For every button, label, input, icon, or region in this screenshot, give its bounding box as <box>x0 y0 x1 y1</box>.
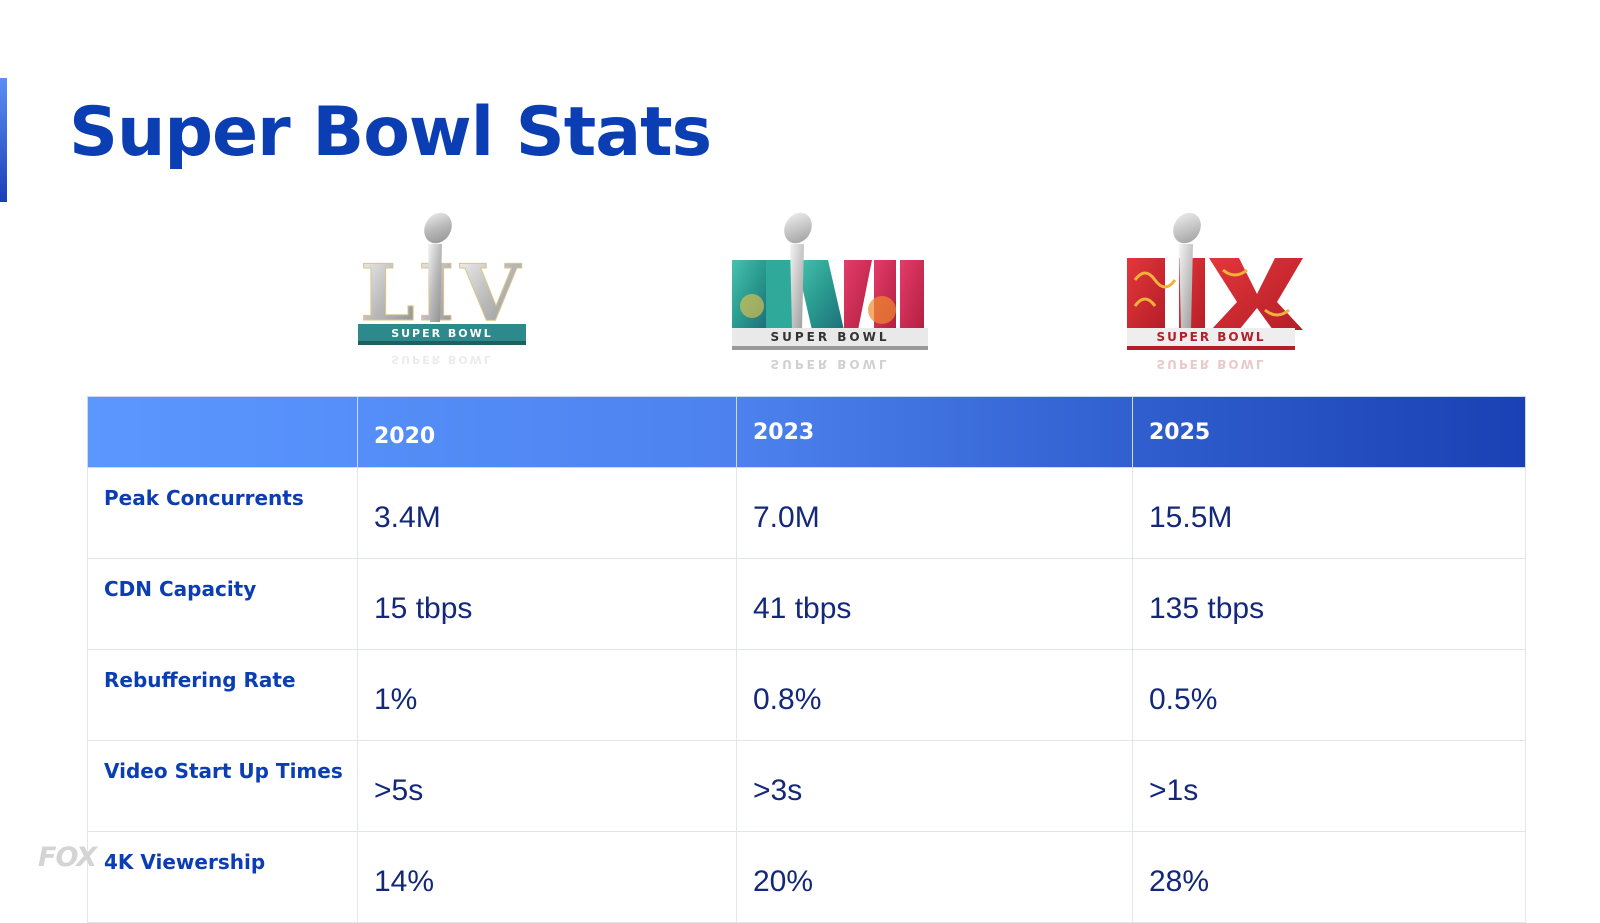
fox-logo: FOX <box>38 842 97 873</box>
table-row: Rebuffering Rate 1% 0.8% 0.5% <box>87 649 1526 741</box>
super-bowl-liv-logo: L I V SUPER BOWL SUPER BOWL <box>356 210 556 390</box>
row-label-4k-viewership: 4K Viewership <box>87 831 358 923</box>
page-title: Super Bowl Stats <box>69 93 712 172</box>
table-cell: 41 tbps <box>736 558 1133 650</box>
table-row: Video Start Up Times >5s >3s >1s <box>87 740 1526 832</box>
table-cell: 20% <box>736 831 1133 923</box>
table-header-row: 2020 2023 2025 <box>87 396 1526 468</box>
svg-text:SUPER BOWL: SUPER BOWL <box>391 353 493 366</box>
table-cell: 28% <box>1132 831 1526 923</box>
super-bowl-lix-logo: SUPER BOWL SUPER BOWL <box>1127 210 1327 390</box>
table-cell: 15.5M <box>1132 467 1526 559</box>
super-bowl-lvii-logo: SUPER BOWL SUPER BOWL <box>732 210 932 390</box>
table-cell: >3s <box>736 740 1133 832</box>
table-cell: 14% <box>357 831 737 923</box>
svg-text:SUPER BOWL: SUPER BOWL <box>770 357 889 371</box>
svg-text:V: V <box>459 248 522 339</box>
table-cell: 135 tbps <box>1132 558 1526 650</box>
row-label-cdn-capacity: CDN Capacity <box>87 558 358 650</box>
column-header-2023: 2023 <box>736 396 1133 468</box>
table-cell: 0.5% <box>1132 649 1526 741</box>
table-row: CDN Capacity 15 tbps 41 tbps 135 tbps <box>87 558 1526 650</box>
column-header-empty <box>87 396 358 468</box>
svg-text:SUPER BOWL: SUPER BOWL <box>1156 330 1265 344</box>
row-label-peak-concurrents: Peak Concurrents <box>87 467 358 559</box>
table-cell: 1% <box>357 649 737 741</box>
row-label-rebuffering-rate: Rebuffering Rate <box>87 649 358 741</box>
svg-text:SUPER BOWL: SUPER BOWL <box>1156 357 1265 371</box>
table-cell: 15 tbps <box>357 558 737 650</box>
table-cell: >1s <box>1132 740 1526 832</box>
column-header-2025: 2025 <box>1132 396 1526 468</box>
table-cell: 3.4M <box>357 467 737 559</box>
table-row: 4K Viewership 14% 20% 28% <box>87 831 1526 923</box>
svg-text:SUPER BOWL: SUPER BOWL <box>770 330 889 344</box>
accent-bar <box>0 78 7 202</box>
column-header-2020: 2020 <box>357 396 737 468</box>
svg-text:L: L <box>360 248 415 339</box>
table-cell: 0.8% <box>736 649 1133 741</box>
stats-table: 2020 2023 2025 Peak Concurrents 3.4M 7.0… <box>87 396 1526 923</box>
row-label-video-start-up-times: Video Start Up Times <box>87 740 358 832</box>
table-row: Peak Concurrents 3.4M 7.0M 15.5M <box>87 467 1526 559</box>
table-cell: 7.0M <box>736 467 1133 559</box>
table-cell: >5s <box>357 740 737 832</box>
svg-text:SUPER BOWL: SUPER BOWL <box>391 327 493 340</box>
